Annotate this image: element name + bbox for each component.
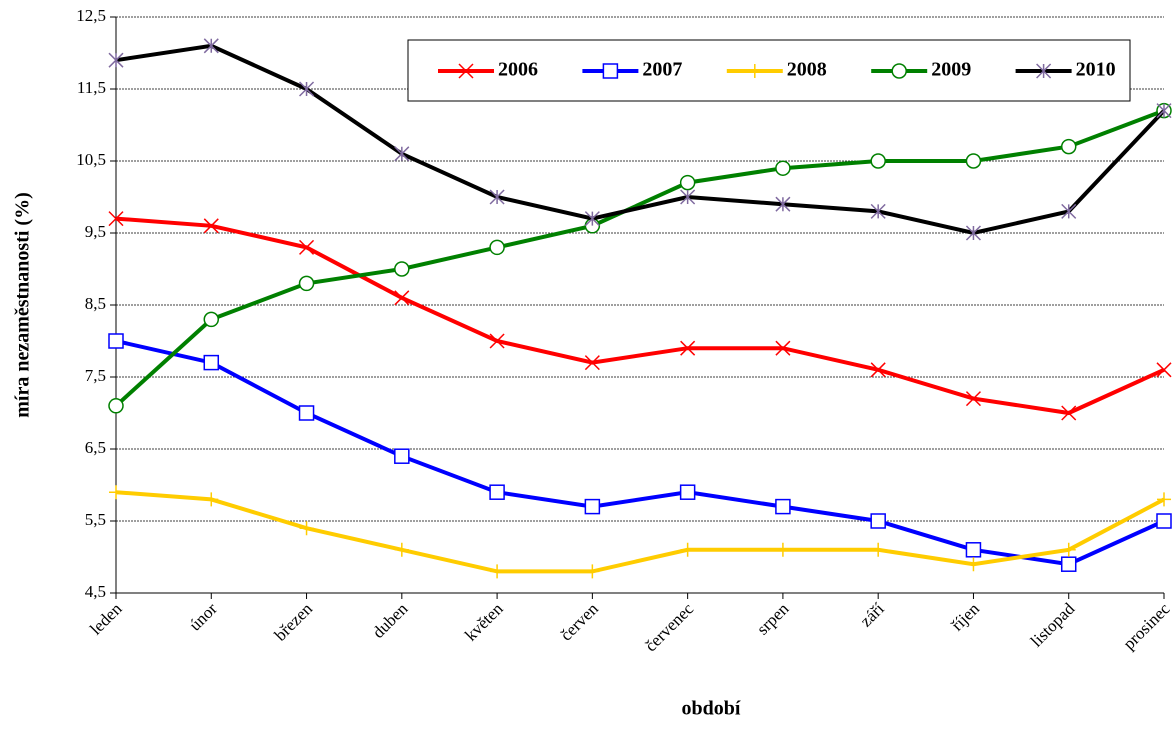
marker (870, 513, 886, 529)
marker (203, 218, 219, 234)
marker (775, 196, 791, 212)
line (115, 43, 1166, 236)
marker (394, 448, 410, 464)
y-tick-label: 6,5 (85, 438, 106, 457)
marker (965, 391, 981, 407)
marker (584, 211, 600, 227)
marker (966, 557, 981, 572)
line (114, 108, 1165, 408)
marker (680, 542, 695, 557)
marker (965, 225, 981, 241)
marker (458, 63, 474, 79)
y-tick-label: 10,5 (76, 150, 106, 169)
line (115, 490, 1165, 574)
marker (870, 362, 886, 378)
y-tick-label: 5,5 (85, 510, 106, 529)
marker (775, 160, 791, 176)
x-tick-label: srpen (753, 599, 793, 639)
marker (394, 290, 410, 306)
marker (870, 203, 886, 219)
marker (203, 354, 220, 371)
x-tick-label: listopad (1027, 599, 1079, 651)
marker (584, 498, 601, 515)
marker (204, 492, 219, 507)
x-tick-label: duben (369, 599, 412, 642)
marker (775, 340, 791, 356)
x-tick-label: prosinec (1119, 599, 1173, 653)
marker (1036, 63, 1052, 79)
marker (298, 405, 315, 421)
x-tick-label: květen (461, 599, 507, 645)
x-tick-label: říjen (948, 599, 984, 635)
marker (584, 355, 600, 371)
marker (602, 63, 619, 79)
legend-label: 2010 (1076, 59, 1116, 81)
marker (394, 542, 409, 557)
marker (299, 81, 315, 97)
marker (775, 542, 790, 557)
marker (394, 146, 410, 162)
marker (1060, 138, 1077, 155)
marker (965, 542, 982, 558)
marker (965, 153, 982, 169)
marker (585, 564, 600, 579)
marker (489, 484, 505, 500)
x-tick-label: červenec (641, 599, 697, 655)
x-tick-label: leden (86, 599, 126, 639)
marker (680, 340, 696, 356)
marker (394, 261, 410, 277)
x-tick-label: červen (556, 599, 602, 645)
marker (489, 239, 505, 256)
marker (1156, 362, 1172, 378)
marker (679, 484, 696, 500)
marker (1061, 542, 1076, 557)
x-tick-label: únor (185, 599, 221, 635)
y-tick-label: 9,5 (85, 222, 106, 241)
marker (871, 542, 886, 557)
y-tick-label: 8,5 (85, 294, 106, 313)
marker (490, 564, 505, 579)
marker (1157, 492, 1171, 507)
legend-label: 2009 (931, 59, 971, 81)
marker (489, 189, 505, 205)
marker (109, 485, 123, 500)
marker (299, 239, 315, 255)
line (115, 216, 1165, 416)
legend-label: 2006 (498, 59, 538, 81)
marker (891, 63, 907, 79)
x-tick-label: září (856, 599, 888, 631)
marker (747, 64, 762, 78)
marker (489, 333, 505, 349)
y-tick-label: 4,5 (85, 582, 106, 601)
x-tick-label: březen (271, 599, 317, 645)
marker (1156, 103, 1172, 119)
marker (870, 153, 886, 169)
marker (680, 189, 696, 205)
marker (299, 521, 314, 536)
y-tick-label: 11,5 (77, 78, 106, 97)
marker (108, 52, 124, 68)
x-axis-title: období (682, 698, 741, 720)
marker (1060, 556, 1077, 572)
y-tick-label: 7,5 (85, 366, 106, 385)
y-axis-title: míra nezaměstnanosti (%) (12, 192, 34, 418)
marker (1061, 405, 1077, 421)
marker (203, 38, 219, 54)
marker (108, 398, 124, 414)
line (115, 339, 1165, 567)
marker (1061, 203, 1077, 219)
marker (679, 174, 696, 191)
marker (108, 211, 124, 227)
marker (1156, 513, 1172, 529)
legend-label: 2007 (642, 59, 682, 81)
marker (203, 311, 220, 328)
y-tick-label: 12,5 (76, 6, 106, 25)
legend-label: 2008 (787, 59, 827, 81)
marker (298, 275, 315, 292)
marker (775, 498, 791, 515)
marker (108, 333, 124, 349)
